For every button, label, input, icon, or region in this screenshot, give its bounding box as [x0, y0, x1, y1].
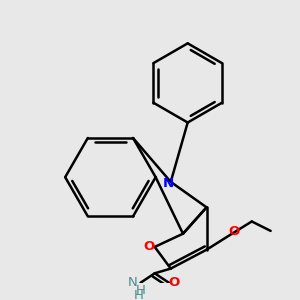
- Text: O: O: [168, 276, 179, 289]
- Text: O: O: [228, 225, 239, 238]
- Text: N: N: [128, 276, 138, 289]
- Text: H: H: [136, 284, 146, 297]
- Text: O: O: [143, 240, 155, 254]
- Text: H: H: [134, 290, 144, 300]
- Text: N: N: [162, 177, 173, 190]
